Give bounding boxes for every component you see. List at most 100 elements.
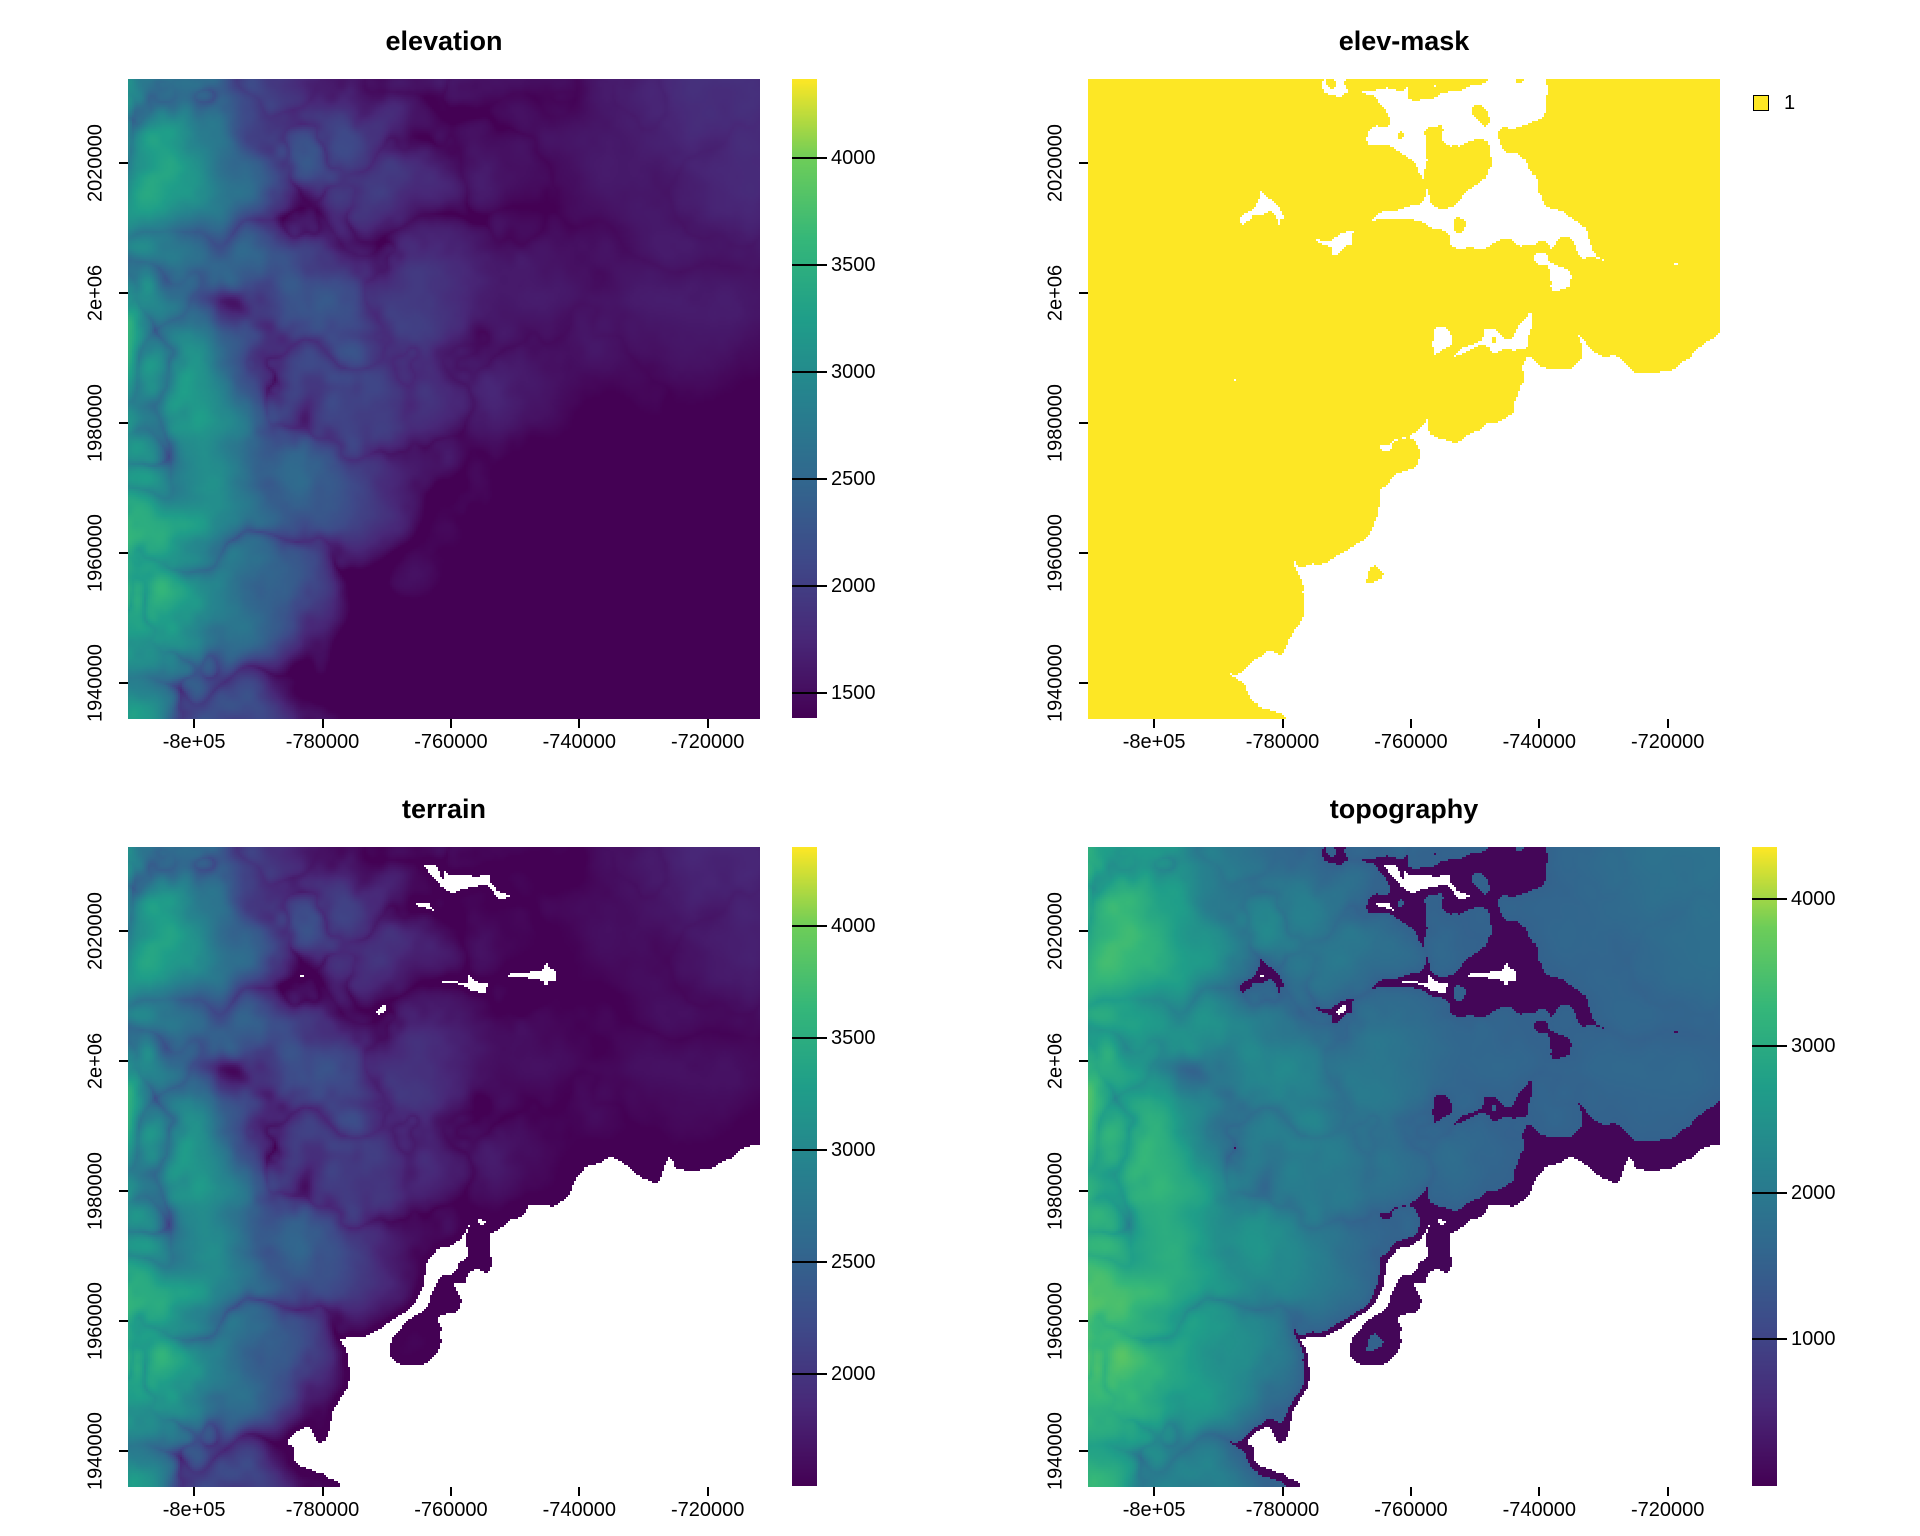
y-tick-label: 1960000 xyxy=(1044,1282,1067,1361)
x-tick-mark xyxy=(449,1487,452,1496)
y-tick-mark xyxy=(119,1450,128,1453)
y-tick-mark xyxy=(1079,1320,1088,1323)
colorbar-tick-label: 4000 xyxy=(831,147,876,170)
x-tick-label: -740000 xyxy=(542,1499,616,1521)
y-tick-mark xyxy=(119,292,128,295)
x-tick-label: -720000 xyxy=(1630,731,1705,753)
x-tick-label: -720000 xyxy=(1630,1499,1705,1521)
x-tick-label: -780000 xyxy=(1245,1499,1320,1521)
colorbar-tick-line xyxy=(792,1149,827,1152)
x-tick-label: -8e+05 xyxy=(1122,1499,1186,1521)
y-tick-label: 1960000 xyxy=(84,1282,107,1361)
colorbar-tick-label: 3500 xyxy=(831,1027,876,1050)
y-tick-label: 2e+06 xyxy=(1044,265,1067,322)
x-tick-label: -760000 xyxy=(414,1499,488,1521)
y-tick-mark xyxy=(119,682,128,685)
colorbar-tick-label: 3500 xyxy=(831,254,876,277)
colorbar-tick-label: 2000 xyxy=(1791,1181,1836,1204)
x-tick-label: -780000 xyxy=(285,731,360,753)
colorbar-tick-line xyxy=(1752,898,1787,901)
x-tick-mark xyxy=(1666,719,1669,728)
panel-title: elev-mask xyxy=(1338,26,1470,56)
colorbar-tick-line xyxy=(792,925,827,928)
y-tick-label: 1940000 xyxy=(1044,644,1067,723)
y-tick-label: 2020000 xyxy=(84,892,107,971)
y-tick-mark xyxy=(119,422,128,425)
x-tick-label: -740000 xyxy=(542,731,616,753)
colorbar-tick-line xyxy=(1752,1338,1787,1341)
y-tick-mark xyxy=(1079,292,1088,295)
colorbar xyxy=(792,847,817,1486)
y-tick-mark xyxy=(1079,1190,1088,1193)
colorbar-tick-line xyxy=(1752,1191,1787,1194)
x-tick-mark xyxy=(1281,719,1284,728)
x-tick-label: -780000 xyxy=(1245,731,1320,753)
colorbar-gradient xyxy=(1752,847,1777,1486)
y-tick-label: 1980000 xyxy=(84,384,107,463)
x-tick-mark xyxy=(1409,719,1412,728)
y-tick-mark xyxy=(1079,682,1088,685)
y-tick-mark xyxy=(1079,162,1088,165)
y-tick-mark xyxy=(1079,1060,1088,1063)
panel-elevation: elevation -8e+05 -780000 -760000 -740000 -72… xyxy=(0,0,960,768)
y-tick-mark xyxy=(119,1320,128,1323)
colorbar-tick-line xyxy=(792,157,827,160)
y-tick-label: 1940000 xyxy=(1044,1412,1067,1491)
x-tick-mark xyxy=(1538,1487,1541,1496)
raster-image xyxy=(128,847,760,1487)
x-tick-label: -8e+05 xyxy=(1122,731,1186,753)
colorbar-tick-line xyxy=(792,585,827,588)
y-tick-label: 1980000 xyxy=(1044,384,1067,463)
colorbar xyxy=(792,79,817,718)
colorbar xyxy=(1752,847,1777,1486)
x-tick-mark xyxy=(706,1487,709,1496)
y-tick-label: 2e+06 xyxy=(84,265,107,322)
x-tick-mark xyxy=(1281,1487,1284,1496)
panel-title: topography xyxy=(1329,794,1479,824)
colorbar-tick-label: 3000 xyxy=(831,361,876,384)
x-tick-mark xyxy=(706,719,709,728)
raster-plot xyxy=(128,847,760,1487)
colorbar-gradient xyxy=(792,79,817,718)
x-tick-mark xyxy=(1666,1487,1669,1496)
colorbar-tick-line xyxy=(792,478,827,481)
x-tick-mark xyxy=(578,719,581,728)
colorbar-tick-line xyxy=(792,264,827,267)
x-tick-label: -740000 xyxy=(1502,731,1576,753)
panel-terrain: terrain -8e+05 -780000 -760000 -740000 -7200… xyxy=(0,768,960,1536)
y-tick-mark xyxy=(119,1060,128,1063)
colorbar-tick-label: 3000 xyxy=(1791,1034,1836,1057)
colorbar-tick-label: 1500 xyxy=(831,682,876,705)
colorbar-tick-label: 2000 xyxy=(831,1363,876,1386)
colorbar-tick-label: 4000 xyxy=(1791,888,1836,911)
colorbar-tick-label: 1000 xyxy=(1791,1328,1836,1351)
y-tick-label: 1980000 xyxy=(84,1152,107,1231)
x-tick-label: -8e+05 xyxy=(162,1499,226,1521)
y-tick-label: 1960000 xyxy=(1044,514,1067,593)
y-tick-label: 2020000 xyxy=(1044,892,1067,971)
legend-class-label: 1 xyxy=(1784,92,1796,114)
x-tick-mark xyxy=(1538,719,1541,728)
x-tick-label: -720000 xyxy=(670,1499,745,1521)
raster-plot xyxy=(128,79,760,719)
y-tick-label: 2e+06 xyxy=(84,1033,107,1090)
x-tick-label: -8e+05 xyxy=(162,731,226,753)
x-tick-label: -760000 xyxy=(1374,731,1448,753)
colorbar-tick-line xyxy=(792,371,827,374)
y-tick-label: 2020000 xyxy=(84,124,107,203)
x-tick-label: -760000 xyxy=(1374,1499,1448,1521)
panel-title: terrain xyxy=(401,794,487,824)
x-tick-mark xyxy=(1409,1487,1412,1496)
colorbar-tick-label: 2000 xyxy=(831,575,876,598)
colorbar-tick-line xyxy=(792,1261,827,1264)
colorbar-tick-label: 2500 xyxy=(831,1251,876,1274)
y-tick-mark xyxy=(119,162,128,165)
colorbar-tick-line xyxy=(792,1373,827,1376)
raster-plot xyxy=(1088,847,1720,1487)
raster-image xyxy=(1088,847,1720,1487)
x-tick-mark xyxy=(321,719,324,728)
x-tick-label: -780000 xyxy=(285,1499,360,1521)
x-tick-label: -760000 xyxy=(414,731,488,753)
y-tick-label: 2e+06 xyxy=(1044,1033,1067,1090)
